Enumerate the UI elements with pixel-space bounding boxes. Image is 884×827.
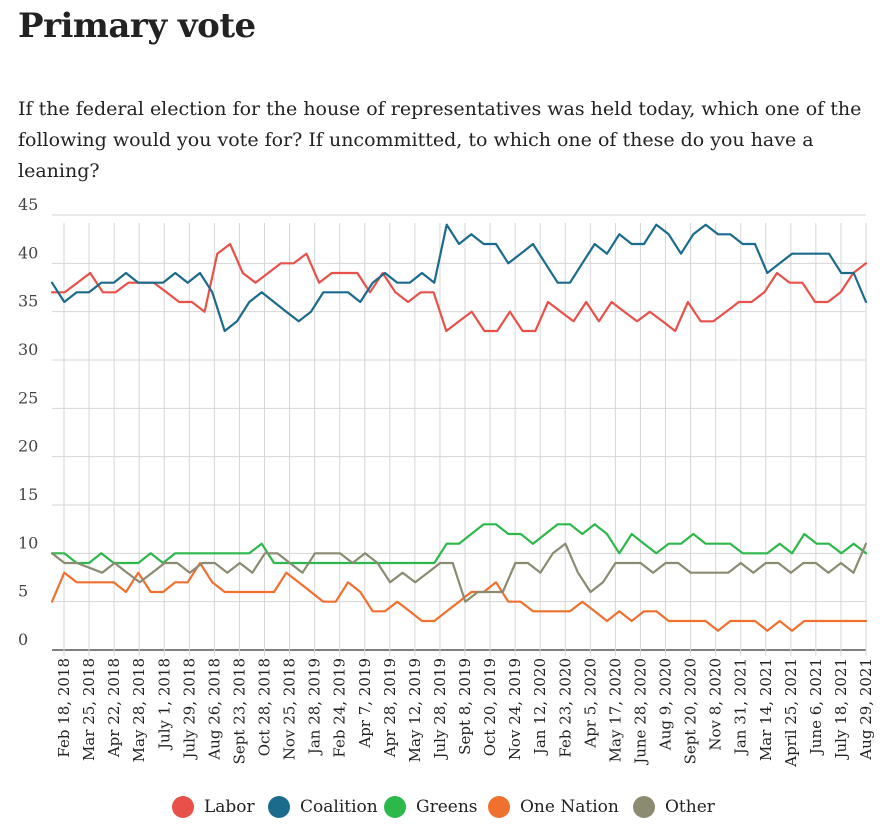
- x-tick-label: Jan 31, 2021: [732, 658, 750, 756]
- y-tick-label: 5: [18, 582, 28, 601]
- chart-subtitle: If the federal election for the house of…: [18, 98, 862, 182]
- line-chart: 0 5 10 15 20 25 30 35 40 45 Feb 18, 2018 Mar 25, 2…: [18, 195, 875, 768]
- x-axis: Feb 18, 2018 Mar 25, 2018 Apr 22, 2018 May …: [55, 658, 875, 768]
- y-tick-label: 35: [18, 292, 38, 311]
- x-tick-label: April 25, 2021: [782, 658, 800, 768]
- legend-item-other: Other: [633, 793, 715, 821]
- x-tick-label: July 1, 2018: [155, 658, 173, 751]
- x-tick-label: Sept 20, 2020: [682, 658, 700, 764]
- x-tick-label: July 28, 2019: [431, 658, 449, 761]
- y-tick-label: 40: [18, 243, 38, 262]
- x-tick-label: Sept 23, 2018: [230, 658, 248, 764]
- y-tick-label: 15: [18, 485, 38, 504]
- x-tick-label: Nov 25, 2018: [281, 658, 299, 760]
- legend-label: Other: [665, 797, 715, 817]
- x-tick-label: July 29, 2018: [180, 658, 198, 761]
- x-tick-label: Apr 22, 2018: [105, 658, 123, 758]
- x-tick-label: May 17, 2020: [606, 658, 624, 762]
- x-tick-label: Nov 8, 2020: [707, 658, 725, 751]
- x-tick-label: Apr 28, 2019: [381, 658, 399, 758]
- y-tick-label: 30: [18, 340, 38, 359]
- legend-label: Greens: [416, 797, 478, 817]
- x-tick-label: Mar 14, 2021: [757, 658, 775, 761]
- x-tick-label: May 28, 2018: [130, 658, 148, 762]
- x-tick-label: Oct 20, 2019: [481, 658, 499, 756]
- x-tick-label: Apr 7, 2019: [356, 658, 374, 749]
- x-tick-label: Apr 5, 2020: [581, 658, 599, 749]
- x-tick-label: Jan 28, 2019: [306, 658, 324, 756]
- x-tick-label: Feb 18, 2018: [55, 658, 73, 758]
- x-tick-label: Oct 28, 2018: [256, 658, 274, 756]
- legend-label: One Nation: [520, 797, 619, 817]
- legend-swatch: [384, 796, 406, 818]
- series-line-one-nation: [50, 561, 868, 632]
- legend-label: Labor: [204, 797, 255, 817]
- x-tick-label: Aug 26, 2018: [205, 658, 223, 761]
- legend-item-greens: Greens: [384, 793, 478, 821]
- series-line-greens: [50, 523, 868, 565]
- series-lines: [50, 223, 868, 632]
- legend-label: Coalition: [300, 797, 378, 817]
- x-tick-label: Mar 25, 2018: [80, 658, 98, 761]
- x-tick-label: Feb 23, 2020: [556, 658, 574, 758]
- legend-swatch: [172, 796, 194, 818]
- x-tick-label: Feb 24, 2019: [331, 658, 349, 758]
- x-tick-label: Aug 29, 2021: [857, 658, 875, 761]
- y-tick-label: 45: [18, 195, 38, 214]
- x-tick-label: June 28, 2020: [631, 658, 649, 766]
- y-tick-label: 20: [18, 437, 38, 456]
- x-tick-label: June 6, 2021: [807, 658, 825, 756]
- grid-lines: [52, 214, 867, 656]
- y-axis: 0 5 10 15 20 25 30 35 40 45: [18, 195, 38, 649]
- legend-swatch: [268, 796, 290, 818]
- x-tick-label: Nov 24, 2019: [506, 658, 524, 760]
- x-tick-label: Aug 9, 2020: [657, 658, 675, 751]
- y-tick-label: 0: [18, 630, 28, 649]
- legend-item-one-nation: One Nation: [488, 793, 619, 821]
- chart-title: Primary vote: [18, 6, 256, 46]
- series-line-other: [50, 542, 868, 603]
- legend-swatch: [488, 796, 510, 818]
- series-line-coalition: [50, 223, 868, 333]
- legend-swatch: [633, 796, 655, 818]
- x-tick-label: Jan 12, 2020: [531, 658, 549, 756]
- x-tick-label: May 12, 2019: [406, 658, 424, 762]
- legend: Labor Coalition Greens One Nation Other: [0, 793, 884, 821]
- x-tick-label: Sept 8, 2019: [456, 658, 474, 755]
- legend-item-coalition: Coalition: [268, 793, 378, 821]
- legend-item-labor: Labor: [172, 793, 255, 821]
- x-tick-label: July 18, 2021: [832, 658, 850, 761]
- y-tick-label: 10: [18, 533, 38, 552]
- y-tick-label: 25: [18, 388, 38, 407]
- series-line-labor: [50, 242, 868, 333]
